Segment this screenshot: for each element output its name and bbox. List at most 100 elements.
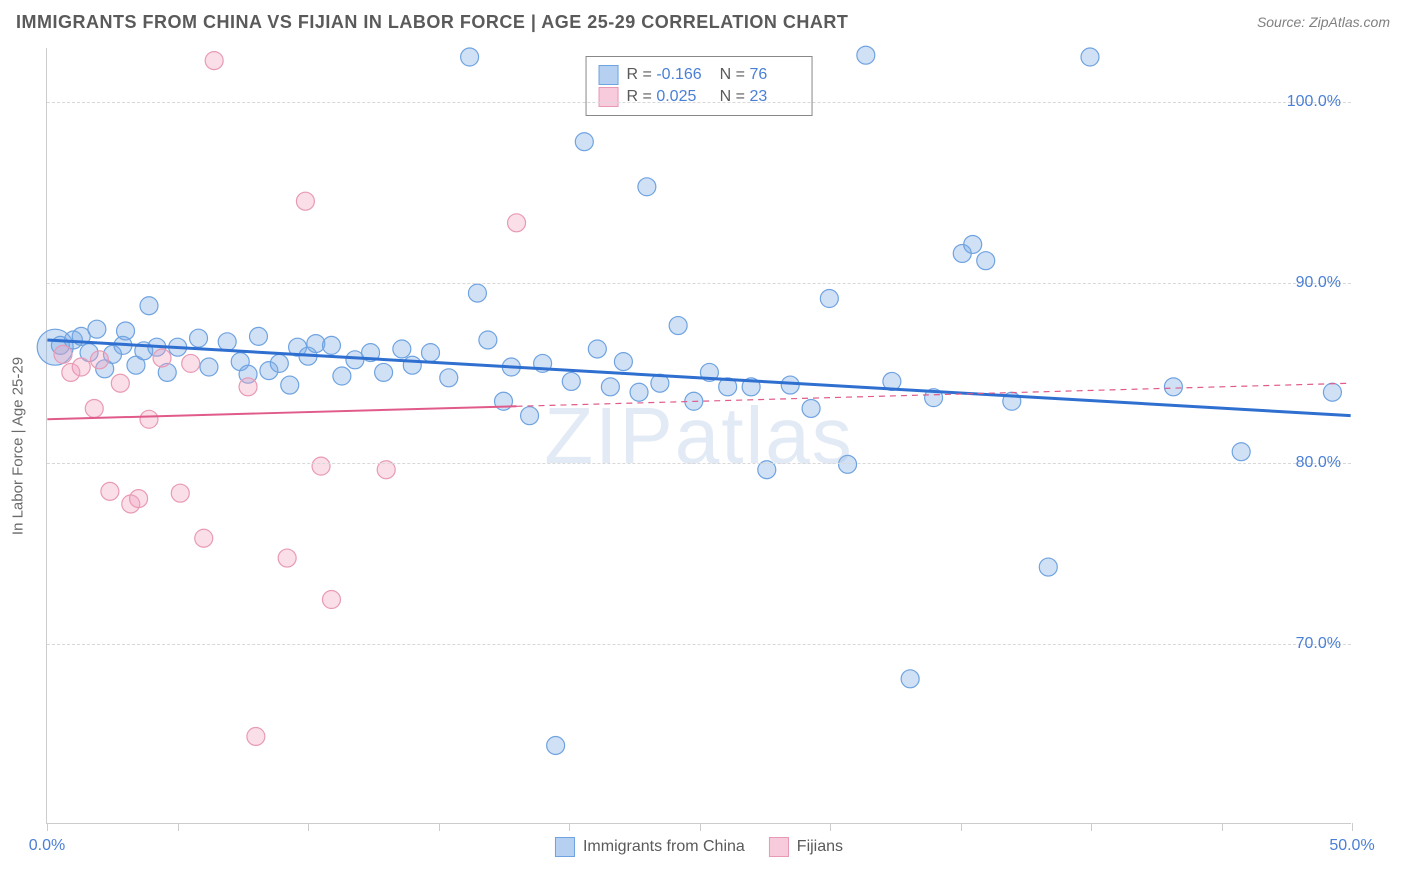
legend-stat-text: R = 0.025 N = 23	[627, 88, 800, 106]
scatter-point	[270, 354, 288, 372]
scatter-point	[1081, 48, 1099, 66]
scatter-point	[638, 178, 656, 196]
scatter-point	[393, 340, 411, 358]
x-tick	[1222, 823, 1223, 831]
legend-series-item: Immigrants from China	[555, 837, 745, 857]
scatter-point	[964, 235, 982, 253]
scatter-point	[562, 372, 580, 390]
legend-swatch	[599, 87, 619, 107]
scatter-point	[781, 376, 799, 394]
scatter-point	[333, 367, 351, 385]
y-tick-label: 90.0%	[1296, 274, 1341, 292]
scatter-point	[247, 728, 265, 746]
scatter-point	[1232, 443, 1250, 461]
scatter-point	[101, 482, 119, 500]
scatter-point	[839, 455, 857, 473]
x-tick	[178, 823, 179, 831]
legend-stat-text: R = -0.166 N = 76	[627, 66, 800, 84]
x-tick	[439, 823, 440, 831]
scatter-point	[281, 376, 299, 394]
gridline	[47, 644, 1351, 645]
scatter-point	[403, 356, 421, 374]
scatter-point	[468, 284, 486, 302]
legend-series: Immigrants from China Fijians	[555, 837, 843, 857]
scatter-point	[190, 329, 208, 347]
scatter-point	[588, 340, 606, 358]
scatter-point	[54, 345, 72, 363]
scatter-point	[200, 358, 218, 376]
chart-area: ZIPatlas R = -0.166 N = 76R = 0.025 N = …	[46, 48, 1351, 824]
x-tick	[569, 823, 570, 831]
legend-correlation-row: R = -0.166 N = 76	[599, 65, 800, 85]
scatter-point	[614, 353, 632, 371]
scatter-point	[1323, 383, 1341, 401]
scatter-point	[820, 290, 838, 308]
scatter-point	[521, 407, 539, 425]
scatter-point	[322, 591, 340, 609]
x-tick	[1091, 823, 1092, 831]
chart-title: IMMIGRANTS FROM CHINA VS FIJIAN IN LABOR…	[16, 12, 848, 32]
gridline	[47, 102, 1351, 103]
plot-svg	[47, 48, 1351, 823]
legend-correlation-row: R = 0.025 N = 23	[599, 87, 800, 107]
scatter-point	[422, 344, 440, 362]
x-tick-label: 0.0%	[29, 837, 65, 855]
scatter-point	[630, 383, 648, 401]
scatter-point	[479, 331, 497, 349]
scatter-point	[669, 317, 687, 335]
y-tick-label: 70.0%	[1296, 635, 1341, 653]
y-tick-label: 80.0%	[1296, 454, 1341, 472]
trend-line	[47, 406, 516, 419]
legend-series-item: Fijians	[769, 837, 843, 857]
scatter-point	[117, 322, 135, 340]
scatter-point	[195, 529, 213, 547]
scatter-point	[239, 378, 257, 396]
scatter-point	[153, 349, 171, 367]
scatter-point	[72, 358, 90, 376]
gridline	[47, 283, 1351, 284]
scatter-point	[508, 214, 526, 232]
scatter-point	[140, 410, 158, 428]
scatter-point	[375, 363, 393, 381]
scatter-point	[296, 192, 314, 210]
scatter-point	[547, 737, 565, 755]
x-tick	[47, 823, 48, 831]
x-tick	[1352, 823, 1353, 831]
legend-series-label: Fijians	[797, 838, 843, 856]
scatter-point	[857, 46, 875, 64]
scatter-point	[1164, 378, 1182, 396]
legend-swatch	[599, 65, 619, 85]
scatter-point	[90, 351, 108, 369]
scatter-point	[977, 252, 995, 270]
scatter-point	[601, 378, 619, 396]
legend-swatch	[555, 837, 575, 857]
scatter-point	[461, 48, 479, 66]
scatter-point	[140, 297, 158, 315]
x-tick	[961, 823, 962, 831]
legend-swatch	[769, 837, 789, 857]
legend-correlation: R = -0.166 N = 76 R = 0.025 N = 23	[586, 56, 813, 116]
scatter-point	[111, 374, 129, 392]
scatter-point	[802, 399, 820, 417]
y-tick-label: 100.0%	[1287, 93, 1341, 111]
scatter-point	[218, 333, 236, 351]
scatter-point	[575, 133, 593, 151]
scatter-point	[440, 369, 458, 387]
scatter-point	[278, 549, 296, 567]
scatter-point	[130, 490, 148, 508]
scatter-point	[205, 52, 223, 70]
gridline	[47, 463, 1351, 464]
scatter-point	[1039, 558, 1057, 576]
chart-header: IMMIGRANTS FROM CHINA VS FIJIAN IN LABOR…	[16, 12, 1390, 42]
scatter-point	[85, 399, 103, 417]
x-tick	[830, 823, 831, 831]
source-label: Source: ZipAtlas.com	[1257, 14, 1390, 30]
x-tick	[700, 823, 701, 831]
scatter-point	[312, 457, 330, 475]
y-axis-label: In Labor Force | Age 25-29	[10, 357, 27, 535]
scatter-point	[322, 336, 340, 354]
scatter-point	[182, 354, 200, 372]
scatter-point	[171, 484, 189, 502]
x-tick-label: 50.0%	[1329, 837, 1374, 855]
scatter-point	[88, 320, 106, 338]
